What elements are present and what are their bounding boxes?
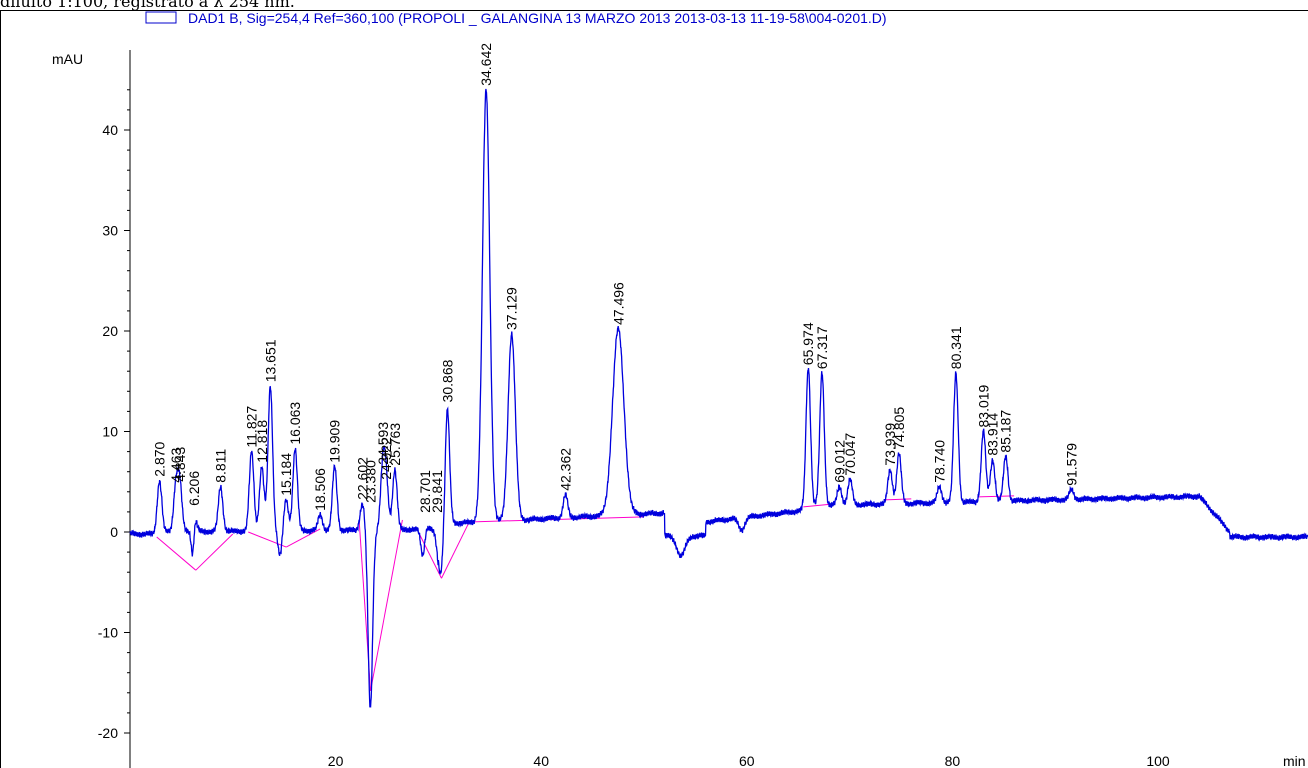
integration-baseline — [156, 536, 197, 571]
peak-label: 2.870 — [152, 441, 168, 476]
peak-label: 65.974 — [800, 322, 816, 365]
peak-label: 42.362 — [558, 448, 574, 491]
x-tick-label: 100 — [1146, 753, 1170, 768]
y-tick-label: 40 — [102, 122, 118, 138]
peak-label: 23.380 — [362, 460, 378, 503]
peak-label: 25.763 — [387, 423, 403, 466]
peak-label: 24.922 — [378, 437, 394, 480]
y-tick-label: -10 — [98, 625, 118, 641]
x-tick-label: 20 — [328, 753, 344, 768]
peak-label: 12.818 — [254, 420, 270, 463]
peak-label: 34.642 — [478, 43, 494, 86]
peak-label: 19.909 — [327, 420, 343, 463]
peak-label: 47.496 — [610, 282, 626, 325]
integration-baselines — [156, 495, 1015, 691]
peak-label: 69.012 — [831, 440, 847, 483]
peak-label: 4.843 — [172, 447, 188, 482]
peak-label: 30.868 — [439, 359, 455, 402]
peak-label: 22.602 — [354, 457, 370, 500]
legend: DAD1 B, Sig=254,4 Ref=360,100 (PROPOLI _… — [145, 10, 887, 26]
peak-label: 16.063 — [287, 402, 303, 445]
y-tick-label: 0 — [110, 524, 118, 540]
legend-label: DAD1 B, Sig=254,4 Ref=360,100 (PROPOLI _… — [188, 10, 887, 26]
peak-label: 11.827 — [244, 406, 260, 448]
peak-label: 70.047 — [842, 433, 858, 476]
peak-label: 74.805 — [891, 407, 907, 450]
x-axis-ticks: 20 40 60 80 100 — [328, 753, 1170, 768]
x-tick-label: 60 — [739, 753, 755, 768]
peak-label: 73.939 — [882, 423, 898, 466]
peak-label: 67.317 — [814, 326, 830, 369]
chart-frame — [0, 10, 1308, 768]
y-tick-label: 10 — [102, 424, 118, 440]
integration-baseline — [885, 498, 912, 501]
y-axis-ticks: -20 -10 0 10 20 30 40 — [98, 89, 130, 741]
peak-label: 4.463 — [168, 448, 184, 483]
peak-label: 24.593 — [375, 422, 391, 465]
peak-label: 37.129 — [504, 287, 520, 330]
integration-baseline — [419, 534, 442, 579]
peak-label: 13.651 — [262, 339, 278, 382]
integration-baseline — [195, 533, 234, 571]
peak-label: 83.914 — [985, 413, 1001, 456]
y-tick-label: -20 — [98, 725, 118, 741]
integration-baseline — [441, 521, 470, 579]
x-tick-label: 80 — [945, 753, 961, 768]
peak-label: 83.019 — [975, 384, 991, 427]
peak-label: 80.341 — [948, 326, 964, 369]
peak-label: 28.701 — [417, 470, 433, 513]
peak-label: 8.811 — [213, 449, 229, 483]
integration-baseline — [978, 495, 1015, 498]
legend-swatch — [145, 11, 177, 24]
y-axis-label: mAU — [52, 51, 83, 67]
peak-label: 29.841 — [429, 470, 445, 513]
peak-label: 78.740 — [931, 440, 947, 483]
y-tick-label: 30 — [102, 223, 118, 239]
peak-label: 15.184 — [278, 453, 294, 496]
x-tick-label: 40 — [533, 753, 549, 768]
peak-label: 18.506 — [312, 468, 328, 511]
y-tick-label: 20 — [102, 323, 118, 339]
peak-label: 91.579 — [1063, 443, 1079, 486]
integration-baseline — [370, 519, 403, 691]
figure-caption: diluito 1:100, registrato a λ 254 nm. — [0, 0, 295, 11]
peak-label: 85.187 — [998, 410, 1014, 453]
peak-label: 6.206 — [186, 471, 202, 506]
x-axis-label: min — [1283, 753, 1306, 768]
integration-baseline — [248, 531, 287, 548]
signal-trace — [129, 88, 1308, 708]
